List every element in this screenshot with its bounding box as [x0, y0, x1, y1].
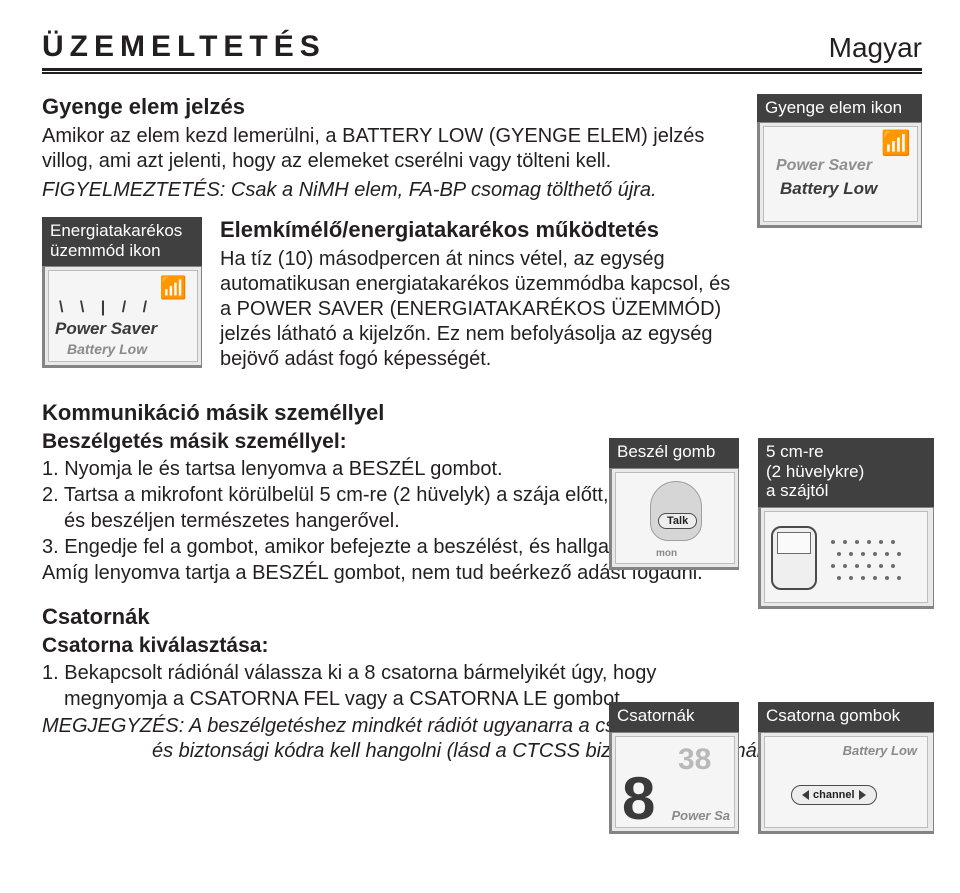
language-label: Magyar: [829, 32, 922, 64]
distance-label-1: 5 cm-re: [766, 442, 824, 461]
chevron-down-icon: [802, 790, 809, 800]
lcd-ps-grey-text: Power Saver: [776, 157, 872, 175]
low-battery-icon-label: Gyenge elem ikon: [757, 94, 922, 122]
channel-buttons-label: Csatorna gombok: [758, 702, 934, 732]
channel-ps-text: Power Sa: [671, 808, 730, 823]
channels-panel-label: Csatornák: [609, 702, 739, 732]
powersaver-heading: Elemkímélő/energiatakarékos működtetés: [220, 217, 741, 243]
powersaver-icon-label: Energiatakarékos üzemmód ikon: [42, 217, 202, 266]
channel-number-large: 8: [622, 764, 652, 828]
low-battery-note: FIGYELMEZTETÉS: Csak a NiMH elem, FA-BP …: [42, 178, 741, 203]
distance-label: 5 cm-re (2 hüvelykre) a szájtól: [758, 438, 934, 507]
lcd-battery-low-text: Battery Low: [67, 341, 147, 357]
channels-subheading: Csatorna kiválasztása:: [42, 634, 922, 658]
channel-number-small: 38: [678, 743, 711, 777]
low-battery-heading: Gyenge elem jelzés: [42, 94, 741, 120]
talk-button-icon: Talk mon: [609, 468, 739, 570]
low-battery-body: Amikor az elem kezd lemerülni, a BATTERY…: [42, 124, 741, 174]
antenna-icon-2: 📶: [881, 129, 911, 158]
lcd-battery-low-text-2: Battery Low: [780, 179, 877, 199]
communication-heading: Kommunikáció másik személlyel: [42, 400, 922, 426]
channel-buttons-icon: Battery Low channel: [758, 732, 934, 834]
low-battery-icon: Power Saver Battery Low 📶: [757, 122, 922, 228]
channel-pill: channel: [791, 785, 877, 805]
chevron-up-icon: [859, 790, 866, 800]
powersaver-icon: Power Saver Battery Low 📶 \ \ | / /: [42, 266, 202, 368]
talk-pill-text: Talk: [658, 513, 697, 529]
tick-marks-icon: \ \ | / /: [59, 299, 153, 317]
distance-label-3: a szájtól: [766, 481, 828, 500]
channel-battery-text: Battery Low: [843, 743, 917, 758]
distance-label-2: (2 hüvelykre): [766, 462, 864, 481]
page-title: ÜZEMELTETÉS: [42, 30, 326, 64]
talk-button-label: Beszél gomb: [609, 438, 739, 468]
channels-step-1: 1. Bekapcsolt rádiónál válassza ki a 8 c…: [42, 660, 922, 686]
lcd-power-saver-text: Power Saver: [55, 319, 157, 339]
distance-icon: [758, 507, 934, 609]
channels-display-icon: 8 38 Power Sa: [609, 732, 739, 834]
antenna-icon: 📶: [160, 275, 187, 301]
channel-pill-text: channel: [813, 789, 855, 801]
powersaver-body: Ha tíz (10) másodpercen át nincs vétel, …: [220, 247, 741, 372]
speaker-dots-icon: [823, 532, 921, 596]
